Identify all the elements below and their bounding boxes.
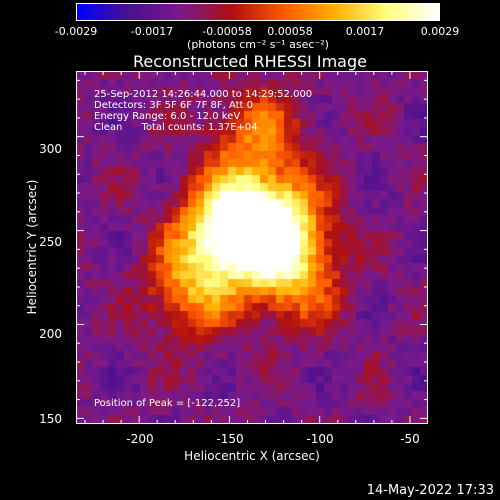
colorbar-tick: -0.00058 [202,25,252,38]
y-tick-label: 200 [39,327,62,341]
info-peak-position: Position of Peak = [-122,252] [94,398,241,409]
plot-title: Reconstructed RHESSI Image [133,52,367,71]
plot-frame [76,71,428,424]
info-detectors: Detectors: 3F 5F 6F 7F 8F, Att 0 [94,100,254,111]
x-tick-label: -100 [306,432,334,446]
rhessi-image [76,71,428,424]
colorbar-units: (photons cm⁻² s⁻¹ asec⁻²) [187,38,329,51]
plot-datestamp: 14-May-2022 17:33 [366,483,494,498]
colorbar-tick: -0.0017 [130,25,174,38]
info-time-range: 25-Sep-2012 14:26:44.000 to 14:29:52.000 [94,89,313,100]
color-bar [76,3,440,21]
colorbar-tick: 0.0029 [420,25,460,38]
info-energy-range: Energy Range: 6.0 - 12.0 keV [94,111,241,122]
colorbar-tick: -0.0029 [54,25,98,38]
x-tick-label: -150 [216,432,244,446]
colorbar-tick: 0.0017 [345,25,385,38]
y-tick-label: 150 [39,412,62,426]
x-axis-label: Heliocentric X (arcsec) [184,449,320,463]
x-tick-label: -200 [126,432,154,446]
x-tick-label: -50 [400,432,420,446]
y-tick-label: 300 [39,142,62,156]
colorbar-tick: 0.00058 [267,25,313,38]
info-total-counts: Clean Total counts: 1.37E+04 [94,122,258,133]
y-tick-label: 250 [39,235,62,249]
y-axis-label: Heliocentric Y (arcsec) [25,179,39,315]
